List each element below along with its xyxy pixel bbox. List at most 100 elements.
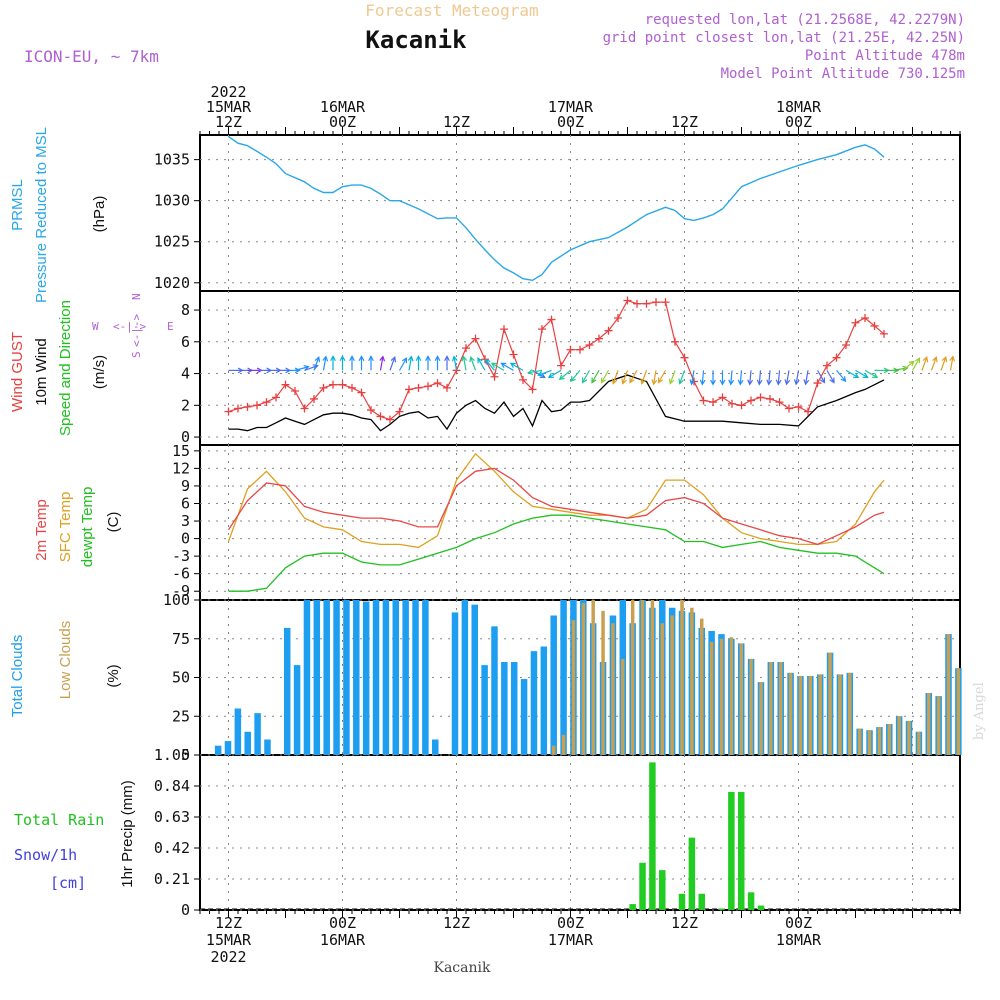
gust-point — [471, 334, 480, 343]
wind-arrow-head — [330, 355, 336, 362]
label-pressure-unit: (hPa) — [91, 196, 108, 233]
total-cloud-bar — [214, 745, 222, 755]
wind-arrow-head — [756, 379, 763, 386]
wind-arrow-head — [803, 379, 810, 386]
y-tick-label-precip: 0.84 — [154, 777, 190, 795]
wind-arrow-head — [775, 379, 782, 386]
gust-point — [253, 401, 261, 410]
gust-point — [595, 334, 603, 343]
low-cloud-bar — [936, 696, 941, 755]
low-cloud-bar — [848, 672, 852, 755]
y-tick-label-temp: 3 — [181, 512, 190, 530]
wind-direction-arrow — [804, 370, 809, 385]
gust-point — [861, 313, 869, 322]
precip-bar — [678, 893, 686, 910]
total-cloud-bar — [471, 604, 478, 755]
wind-arrow-head — [434, 355, 441, 362]
wind-direction-arrow — [398, 357, 408, 371]
wind-arrow-head — [737, 379, 744, 386]
total-cloud-bar — [333, 600, 340, 755]
total-cloud-bar — [461, 600, 469, 755]
gust-point — [566, 345, 575, 354]
gust-point — [585, 340, 594, 349]
gust-point — [851, 318, 860, 327]
gust-point — [272, 393, 280, 402]
wind-arrow-head — [379, 355, 386, 362]
wind-arrow-head — [570, 376, 576, 383]
gust-point — [756, 393, 765, 402]
total-cloud-bar — [313, 600, 321, 755]
time-label-top: 17MAR — [548, 98, 594, 116]
wind-gust-line — [228, 299, 885, 421]
total-cloud-bar — [343, 600, 350, 755]
wind-arrow-head — [303, 364, 310, 371]
label-precip-unit: 1hr Precip (mm) — [119, 780, 136, 888]
label-2m-temp: 2m Temp — [33, 499, 50, 560]
wind-direction-arrow — [379, 356, 384, 371]
y-tick-label-wind: 8 — [181, 301, 190, 319]
wind-arrow-head — [425, 355, 431, 362]
y-tick-label-precip: 0.63 — [154, 808, 190, 826]
wind-direction-arrow — [777, 370, 781, 385]
low-cloud-bar — [591, 600, 595, 755]
wind-arrow-head — [922, 356, 929, 363]
wind-arrow-head — [500, 362, 507, 368]
gust-point — [547, 315, 556, 324]
wind-direction-arrow — [785, 370, 790, 385]
y-tick-label-temp: 15 — [172, 442, 190, 460]
low-cloud-bar — [551, 745, 556, 755]
low-cloud-bar — [709, 641, 714, 755]
wind-direction-arrow — [921, 357, 928, 371]
gust-point — [338, 380, 347, 389]
y-tick-label-pressure: 1020 — [154, 274, 190, 292]
wind-direction-arrow — [845, 369, 859, 378]
pressure-panel: 1020 1025 1030 1035 — [154, 136, 960, 292]
gust-point — [832, 353, 841, 362]
total-cloud-bar — [372, 600, 380, 755]
wind-direction-arrow — [528, 369, 543, 374]
gust-point — [433, 379, 442, 388]
label-sfc-temp: SFC Temp — [57, 492, 74, 563]
wind-arrow-head — [668, 378, 675, 385]
time-label-bottom: 00Z — [785, 914, 812, 932]
total-cloud-bar — [432, 739, 439, 755]
time-label-top: 00Z — [557, 113, 584, 131]
y-tick-label-temp: 6 — [181, 494, 190, 512]
wind-arrow-head — [349, 355, 355, 362]
wind-arrow-head — [526, 369, 534, 375]
wind-arrow-head — [591, 377, 597, 384]
total-cloud-bar — [382, 600, 390, 755]
gust-point — [652, 298, 660, 307]
wind-direction-arrow — [657, 370, 667, 383]
gust-point — [633, 299, 641, 308]
wind-speed-line — [228, 374, 885, 432]
gust-point — [604, 326, 613, 335]
time-label-bottom: 00Z — [557, 914, 584, 932]
low-cloud-bar — [838, 674, 842, 755]
gust-point — [443, 383, 451, 392]
precip-bar — [649, 762, 656, 910]
wind-arrow-head — [358, 355, 365, 362]
y-tick-label-clouds: 0 — [181, 746, 190, 764]
gust-point — [262, 398, 271, 407]
wind-direction-arrow — [701, 370, 705, 385]
precip-bar — [698, 893, 705, 910]
wind-arrow-head — [509, 362, 516, 368]
y-tick-label-wind: 2 — [181, 396, 190, 414]
total-cloud-bar — [501, 662, 508, 755]
gust-point — [234, 404, 242, 413]
gust-point — [395, 407, 404, 416]
precip-bar — [757, 905, 765, 910]
precip-bar — [688, 837, 696, 910]
wind-direction-arrow — [389, 357, 396, 371]
total-cloud-bar — [362, 601, 370, 755]
wind-arrow-head — [902, 365, 909, 372]
wind-direction-arrow — [591, 370, 600, 383]
wind-direction-arrow — [949, 356, 954, 371]
panel-frame-precip — [199, 754, 961, 911]
total-cloud-bar — [451, 612, 459, 755]
time-label-top: 12Z — [443, 113, 470, 131]
total-cloud-bar — [293, 665, 301, 755]
label-low-clouds: Low Clouds — [57, 621, 74, 699]
